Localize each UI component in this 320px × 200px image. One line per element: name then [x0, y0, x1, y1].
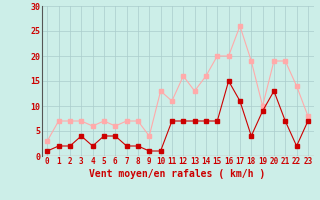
X-axis label: Vent moyen/en rafales ( km/h ): Vent moyen/en rafales ( km/h ): [90, 169, 266, 179]
